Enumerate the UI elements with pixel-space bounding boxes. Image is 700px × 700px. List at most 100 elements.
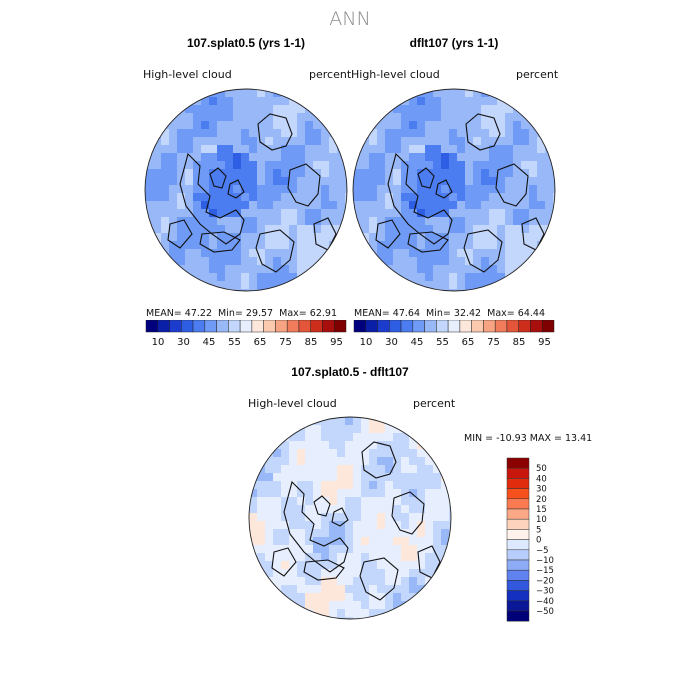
panel3-variable-label: High-level cloud xyxy=(248,397,337,410)
colorbar-swatch xyxy=(506,457,530,469)
colorbar-tick-label: 75 xyxy=(279,337,292,348)
panel2-units-label: percent xyxy=(516,68,559,81)
panel1-min-label: Min= xyxy=(218,308,243,319)
colorbar-swatch xyxy=(263,320,276,333)
colorbar-swatch xyxy=(389,320,402,333)
colorbar-tick-label: 45 xyxy=(411,337,424,348)
colorbar-swatch xyxy=(506,478,530,489)
colorbar-swatch xyxy=(310,320,323,333)
colorbar-swatch xyxy=(483,320,496,333)
colorbar-swatch xyxy=(506,518,530,530)
panel1-stats: MEAN= 47.22 Min= 29.57 Max= 62.91 xyxy=(146,308,337,319)
colorbar-level-label: 15 xyxy=(536,505,547,515)
colorbar-swatch xyxy=(181,320,194,333)
colorbar-level-label: −50 xyxy=(536,607,554,617)
colorbar-swatch xyxy=(216,320,229,333)
colorbar-swatch xyxy=(506,508,530,520)
panel1-max-label: Max= xyxy=(279,308,307,319)
colorbar-swatch xyxy=(506,488,530,500)
colorbar-swatch xyxy=(506,467,530,479)
panel3-max-label: MAX = xyxy=(529,433,562,444)
panel2-min-label: Min= xyxy=(426,308,451,319)
colorbar-swatch xyxy=(506,498,530,510)
colorbar-swatch xyxy=(412,320,425,333)
panel1-units-label: percent xyxy=(309,68,352,81)
colorbar-tick-label: 10 xyxy=(152,337,165,348)
colorbar-swatch xyxy=(157,320,170,333)
colorbar-swatch xyxy=(333,320,347,333)
colorbar-level-label: 10 xyxy=(536,515,547,525)
colorbar-tick-label: 85 xyxy=(305,337,318,348)
colorbar-swatch xyxy=(506,529,530,540)
colorbar-level-label: −15 xyxy=(536,566,554,576)
colorbar-level-label: 30 xyxy=(536,485,547,495)
colorbar-swatch xyxy=(145,320,159,333)
colorbar-level-label: 50 xyxy=(536,464,547,474)
colorbar-swatch xyxy=(506,600,530,612)
colorbar-swatch xyxy=(506,320,519,333)
colorbar-swatch xyxy=(541,320,555,333)
panel2-title: dflt107 (yrs 1-1) xyxy=(409,36,499,50)
colorbar-swatch xyxy=(447,320,461,333)
main-title: ANN xyxy=(329,8,371,30)
colorbar-level-label: −30 xyxy=(536,587,554,597)
colorbar-tick-label: 45 xyxy=(203,337,216,348)
panel1-variable-label: High-level cloud xyxy=(143,68,232,81)
panel2-min-value: 32.42 xyxy=(453,308,482,319)
colorbar-tick-label: 10 xyxy=(360,337,373,348)
panel2-mean-label: MEAN= xyxy=(354,308,390,319)
colorbar-swatch xyxy=(286,320,300,333)
panel2-colorbar: 10 30 45 55 65 75 85 95 xyxy=(353,320,555,348)
colorbar-level-label: −20 xyxy=(536,576,554,586)
colorbar-swatch xyxy=(518,320,531,333)
coastlines xyxy=(375,113,545,273)
panel3-min-value: -10.93 xyxy=(496,433,527,444)
colorbar-swatch xyxy=(506,580,530,591)
panel3-min-label: MIN = xyxy=(464,433,494,444)
colorbar-tick-label: 30 xyxy=(385,337,398,348)
panel1-title: 107.splat0.5 (yrs 1-1) xyxy=(186,36,306,50)
colorbar-tick-label: 95 xyxy=(538,337,551,348)
colorbar-swatch xyxy=(275,320,288,333)
panel2-variable-label: High-level cloud xyxy=(351,68,440,81)
colorbar-tick-label: 65 xyxy=(462,337,475,348)
panel1-max-value: 62.91 xyxy=(309,308,337,319)
colorbar-swatch xyxy=(365,320,378,333)
panel1-mean-value: 47.22 xyxy=(184,308,212,319)
panel3-max-value: 13.41 xyxy=(565,433,593,444)
colorbar-swatch xyxy=(506,549,530,561)
colorbar-tick-label: 95 xyxy=(330,337,343,348)
colorbar-tick-label: 85 xyxy=(513,337,526,348)
coastlines xyxy=(167,113,337,273)
colorbar-tick-label: 75 xyxy=(487,337,500,348)
panel1-min-value: 29.57 xyxy=(245,308,274,319)
colorbar-swatch xyxy=(494,320,508,333)
colorbar-level-label: 20 xyxy=(536,495,547,505)
colorbar-level-label: −40 xyxy=(536,597,554,607)
panel2-max-label: Max= xyxy=(487,308,515,319)
colorbar-swatch xyxy=(506,559,530,571)
colorbar-level-label: −5 xyxy=(536,546,549,556)
panel1-map xyxy=(144,88,348,292)
colorbar-swatch xyxy=(506,569,530,581)
colorbar-swatch xyxy=(459,320,472,333)
colorbar-level-label: −10 xyxy=(536,556,554,566)
panel1-colorbar: 10 30 45 55 65 75 85 95 xyxy=(145,320,347,348)
panel3-title: 107.splat0.5 - dflt107 xyxy=(291,365,409,379)
colorbar-tick-label: 30 xyxy=(177,337,190,348)
colorbar-level-label: 5 xyxy=(536,525,541,535)
colorbar-tick-label: 55 xyxy=(436,337,449,348)
colorbar-swatch xyxy=(400,320,414,333)
colorbar-swatch xyxy=(239,320,253,333)
colorbar-tick-label: 55 xyxy=(228,337,241,348)
colorbar-swatch xyxy=(322,320,335,333)
colorbar-swatch xyxy=(424,320,437,333)
colorbar-swatch xyxy=(251,320,264,333)
panel3-map xyxy=(248,416,452,620)
colorbar-swatch xyxy=(530,320,543,333)
map-field xyxy=(353,89,555,291)
colorbar-swatch xyxy=(192,320,206,333)
colorbar-level-label: 40 xyxy=(536,474,547,484)
colorbar-swatch xyxy=(353,320,367,333)
